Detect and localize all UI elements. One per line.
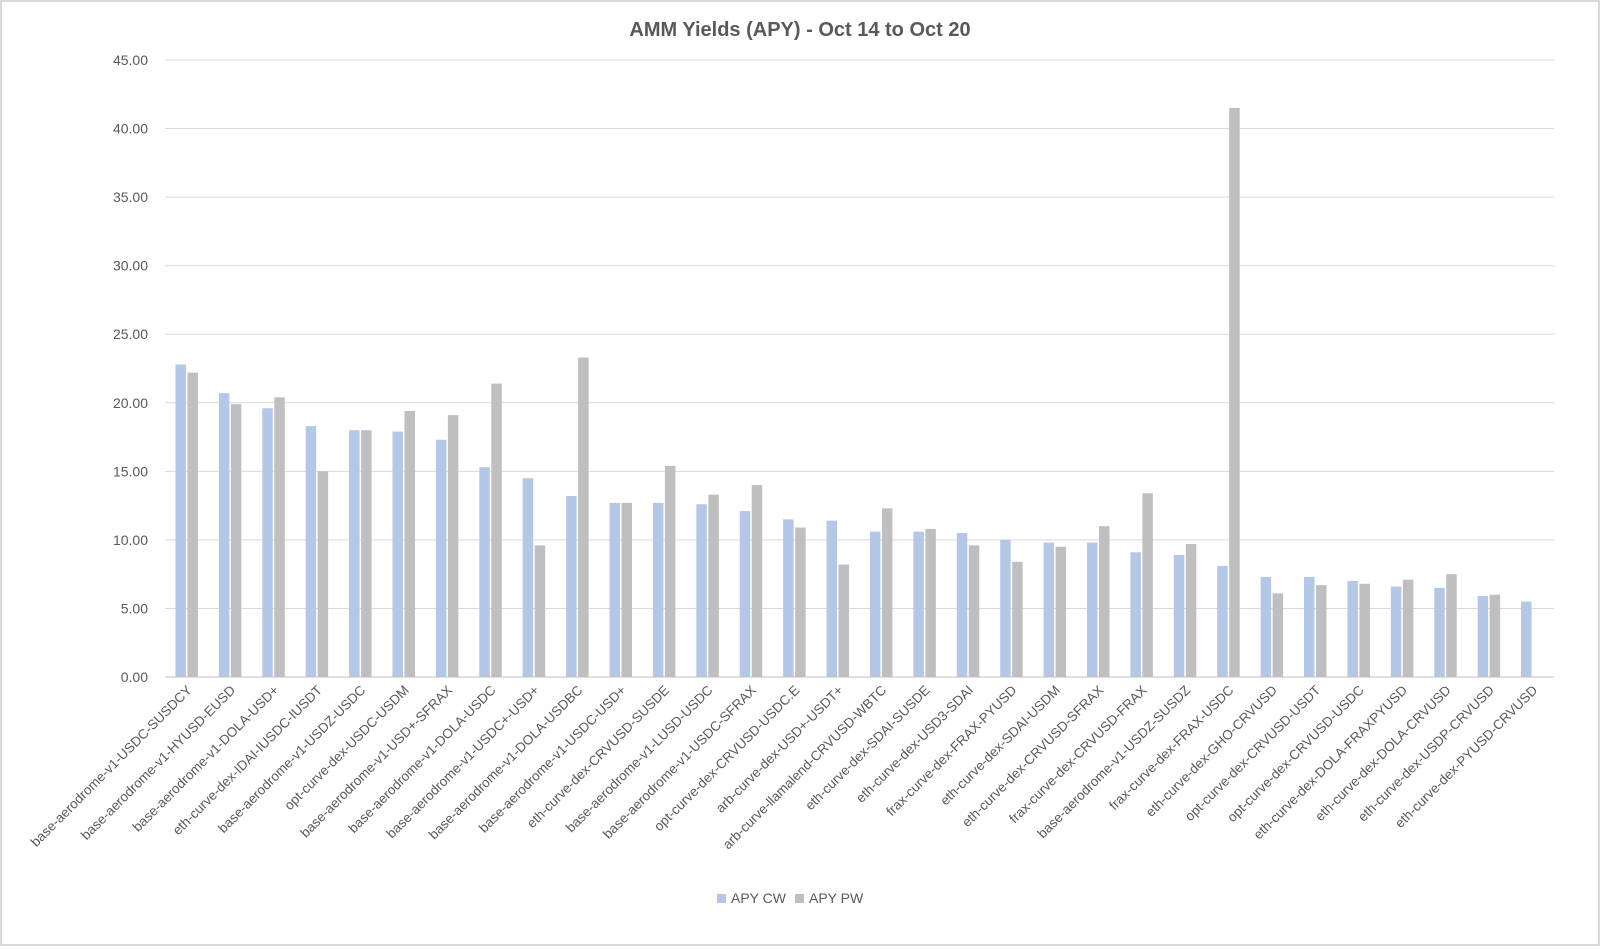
- bar-apy-cw: [1347, 581, 1358, 677]
- bars: [175, 107, 1532, 677]
- bar-apy-cw: [262, 408, 273, 677]
- bar-apy-pw: [1098, 526, 1110, 677]
- gridlines: [165, 59, 1554, 609]
- bar-apy-pw: [447, 415, 459, 677]
- x-tick-label: arb-curve-llamalend-CRVUSD-WBTC: [720, 682, 890, 852]
- bar-apy-pw: [1446, 574, 1457, 677]
- bar-apy-pw: [404, 411, 415, 677]
- bar-apy-pw: [621, 502, 633, 677]
- bar-apy-cw: [1000, 539, 1011, 677]
- bar-apy-pw: [1012, 561, 1023, 677]
- bar-apy-pw: [578, 357, 589, 677]
- legend-swatch: [795, 894, 804, 903]
- bar-apy-cw: [1217, 565, 1228, 677]
- bar-apy-cw: [1086, 542, 1098, 677]
- bar-apy-cw: [783, 519, 794, 677]
- bar-apy-cw: [1521, 601, 1532, 677]
- bar-apy-cw: [479, 467, 490, 677]
- legend-label: APY PW: [809, 890, 864, 906]
- bar-apy-cw: [566, 496, 577, 677]
- y-tick-label: 25.00: [113, 326, 148, 342]
- bar-apy-cw: [869, 531, 881, 677]
- bar-apy-cw: [696, 504, 707, 677]
- bar-apy-pw: [1142, 493, 1153, 677]
- bar-apy-cw: [956, 533, 968, 677]
- bar-apy-pw: [1185, 544, 1197, 677]
- y-tick-label: 35.00: [113, 189, 148, 205]
- bar-apy-pw: [1272, 593, 1284, 677]
- bar-apy-pw: [274, 397, 285, 677]
- bar-apy-cw: [652, 502, 664, 677]
- bar-apy-pw: [1402, 579, 1414, 677]
- bar-apy-pw: [1489, 594, 1501, 677]
- bar-apy-cw: [392, 431, 403, 677]
- y-tick-label: 10.00: [113, 532, 148, 548]
- bar-apy-cw: [609, 502, 621, 677]
- bar-apy-pw: [187, 372, 198, 677]
- bar-apy-pw: [881, 508, 893, 677]
- bar-apy-pw: [491, 383, 502, 677]
- bar-apy-pw: [1316, 585, 1327, 677]
- bar-apy-cw: [1043, 542, 1055, 677]
- bar-apy-cw: [435, 439, 447, 677]
- bar-apy-cw: [1173, 554, 1185, 677]
- bar-apy-cw: [175, 364, 186, 677]
- y-axis-ticks: 0.00 5.00 10.00 15.00 20.00 25.00 30.00 35.00 40…: [113, 52, 148, 685]
- bar-apy-pw: [1229, 107, 1240, 677]
- bar-apy-pw: [1055, 546, 1067, 677]
- bar-apy-cw: [349, 430, 360, 677]
- bar-apy-pw: [1359, 583, 1370, 677]
- bar-apy-cw: [739, 511, 751, 677]
- bar-apy-cw: [1260, 576, 1272, 677]
- bar-apy-cw: [522, 478, 534, 677]
- y-tick-label: 40.00: [113, 121, 148, 137]
- chart-title: AMM Yields (APY) - Oct 14 to Oct 20: [629, 19, 970, 41]
- bar-apy-cw: [826, 520, 838, 677]
- x-tick-label: base-aerodrome-v1-HYUSD-EUSD: [78, 682, 238, 842]
- x-tick-label: base-aerodrome-v1-USDC-SFRAX: [600, 683, 759, 842]
- bar-apy-pw: [317, 471, 329, 677]
- x-tick-label: base-aerodrome-v1-USDC-SUSDCY: [28, 683, 195, 850]
- bar-apy-cw: [305, 426, 317, 677]
- x-tick-label: base-aerodrome-v1-DOLA-USDBC: [426, 682, 586, 842]
- bar-apy-cw: [1304, 576, 1315, 677]
- x-axis-ticks: base-aerodrome-v1-USDC-SUSDCYbase-aerodr…: [28, 682, 1541, 852]
- bar-apy-cw: [1130, 552, 1141, 677]
- bar-apy-pw: [361, 430, 372, 677]
- bar-apy-pw: [708, 494, 719, 677]
- legend-label: APY CW: [731, 890, 787, 906]
- bar-apy-pw: [968, 545, 980, 677]
- bar-apy-cw: [1390, 586, 1402, 677]
- legend-swatch: [717, 894, 726, 903]
- legend: APY CW APY PW: [717, 890, 864, 906]
- y-tick-label: 15.00: [113, 463, 148, 479]
- x-tick-label: base-aerodrome-v1-USDZ-SUSDZ: [1035, 683, 1194, 842]
- bar-apy-pw: [664, 465, 676, 677]
- x-tick-label: base-aerodrome-v1-USDC+-USD+: [383, 682, 542, 841]
- y-tick-label: 0.00: [121, 669, 148, 685]
- bar-apy-cw: [913, 531, 924, 677]
- bar-apy-pw: [925, 528, 936, 677]
- bar-apy-cw: [218, 393, 230, 677]
- bar-apy-pw: [534, 545, 546, 677]
- bar-apy-pw: [751, 485, 763, 677]
- bar-apy-cw: [1477, 596, 1489, 677]
- bar-apy-pw: [230, 404, 242, 677]
- x-tick-label: eth-curve-dex-DOLA-FRAXPYUSD: [1251, 682, 1411, 842]
- bar-apy-pw: [838, 564, 850, 677]
- y-tick-label: 20.00: [113, 395, 148, 411]
- y-tick-label: 30.00: [113, 258, 148, 274]
- y-tick-label: 5.00: [121, 600, 148, 616]
- bar-apy-pw: [795, 527, 806, 677]
- bar-apy-cw: [1434, 587, 1445, 677]
- y-tick-label: 45.00: [113, 52, 148, 68]
